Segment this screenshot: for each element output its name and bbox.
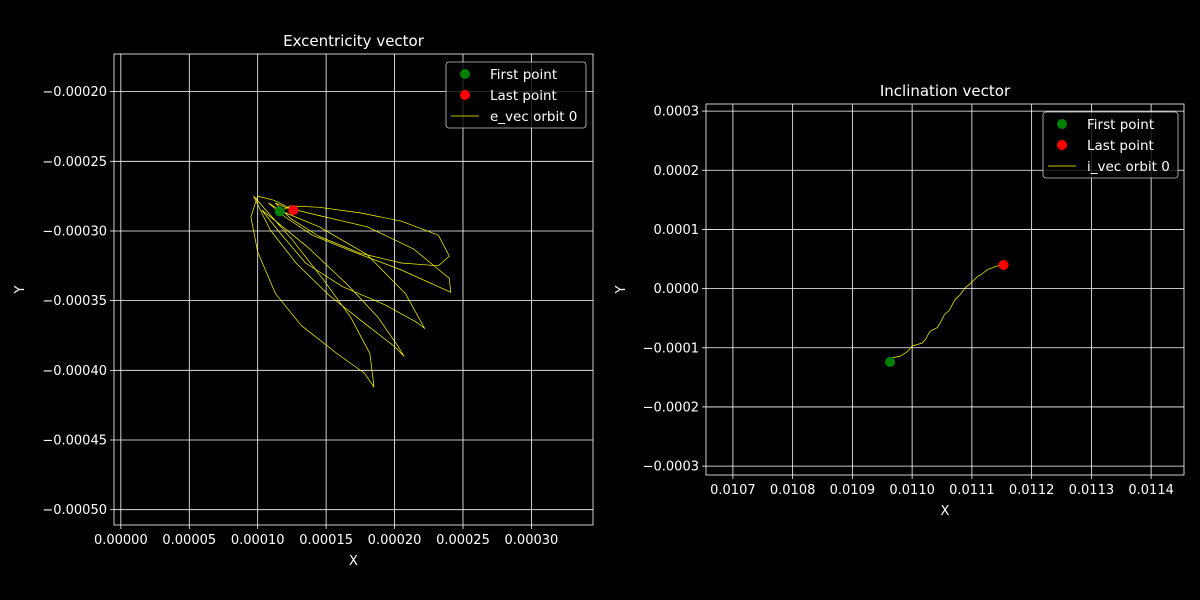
legend: First point Last point i_vec orbit 0 — [1042, 111, 1179, 179]
x-tick-label: 0.00000 — [94, 533, 148, 548]
first-point-marker — [274, 206, 285, 217]
chart-panel-0: 0.00000 0.00005 0.00010 0.00015 0.00020 0.000… — [13, 32, 594, 569]
x-tick-label: 0.00015 — [299, 533, 353, 548]
y-tick-label: 0.0002 — [654, 164, 700, 179]
axes-frame — [705, 103, 1185, 476]
legend-entry: Last point — [490, 88, 557, 104]
x-tick-label: 0.0113 — [1069, 483, 1115, 498]
x-tick-label: 0.0114 — [1128, 483, 1174, 498]
legend-entry: e_vec orbit 0 — [490, 109, 577, 125]
x-tick-label: 0.0111 — [949, 483, 995, 498]
legend: First point Last point e_vec orbit 0 — [445, 61, 587, 129]
y-axis-label: Y — [13, 285, 28, 294]
y-tick-label: 0.0000 — [654, 282, 700, 297]
legend-first-marker — [1057, 119, 1067, 129]
x-tick-label: 0.00030 — [505, 533, 559, 548]
legend-box — [445, 61, 587, 129]
last-point-marker — [288, 205, 299, 216]
y-tick-label: −0.00040 — [42, 364, 107, 379]
y-tick-label: −0.0001 — [643, 341, 699, 356]
legend-last-marker — [460, 90, 470, 100]
series-line-0 — [889, 264, 1004, 359]
last-point-marker — [998, 259, 1009, 270]
y-tick-label: −0.00030 — [42, 224, 107, 239]
axes-frame — [113, 53, 594, 526]
plot-area — [885, 259, 1009, 367]
x-tick-label: 0.00005 — [162, 533, 216, 548]
legend-box — [1042, 111, 1179, 179]
x-tick-label: 0.0108 — [770, 483, 816, 498]
chart-title: Inclination vector — [880, 82, 1011, 100]
y-tick-label: −0.00020 — [42, 85, 107, 100]
x-tick-label: 0.0112 — [1009, 483, 1055, 498]
chart-panel-1: 0.0107 0.0108 0.0109 0.0110 0.0111 0.0112 0.01… — [614, 82, 1185, 519]
y-tick-label: −0.00025 — [42, 155, 107, 170]
y-axis-label: Y — [614, 285, 629, 294]
x-tick-label: 0.0109 — [830, 483, 876, 498]
x-tick-label: 0.0107 — [710, 483, 756, 498]
x-axis-label: X — [349, 554, 358, 569]
series-line-0 — [250, 195, 452, 388]
legend-entry: i_vec orbit 0 — [1087, 159, 1170, 175]
legend-first-marker — [460, 69, 470, 79]
y-tick-label: 0.0003 — [654, 105, 700, 120]
x-tick-label: 0.00020 — [368, 533, 422, 548]
legend-last-marker — [1057, 140, 1067, 150]
x-tick-label: 0.00010 — [231, 533, 285, 548]
first-point-marker — [885, 356, 896, 367]
y-tick-label: −0.00045 — [42, 433, 107, 448]
legend-entry: Last point — [1087, 138, 1154, 154]
x-tick-label: 0.00025 — [436, 533, 490, 548]
y-tick-label: 0.0001 — [654, 223, 700, 238]
y-tick-label: −0.00035 — [42, 294, 107, 309]
x-axis-label: X — [941, 504, 950, 519]
plot-area — [250, 195, 452, 388]
y-tick-label: −0.00050 — [42, 503, 107, 518]
y-tick-label: −0.0002 — [643, 400, 699, 415]
legend-entry: First point — [490, 67, 557, 83]
legend-entry: First point — [1087, 117, 1154, 133]
chart-title: Excentricity vector — [283, 32, 425, 50]
y-tick-label: −0.0003 — [643, 460, 699, 475]
x-tick-label: 0.0110 — [889, 483, 935, 498]
